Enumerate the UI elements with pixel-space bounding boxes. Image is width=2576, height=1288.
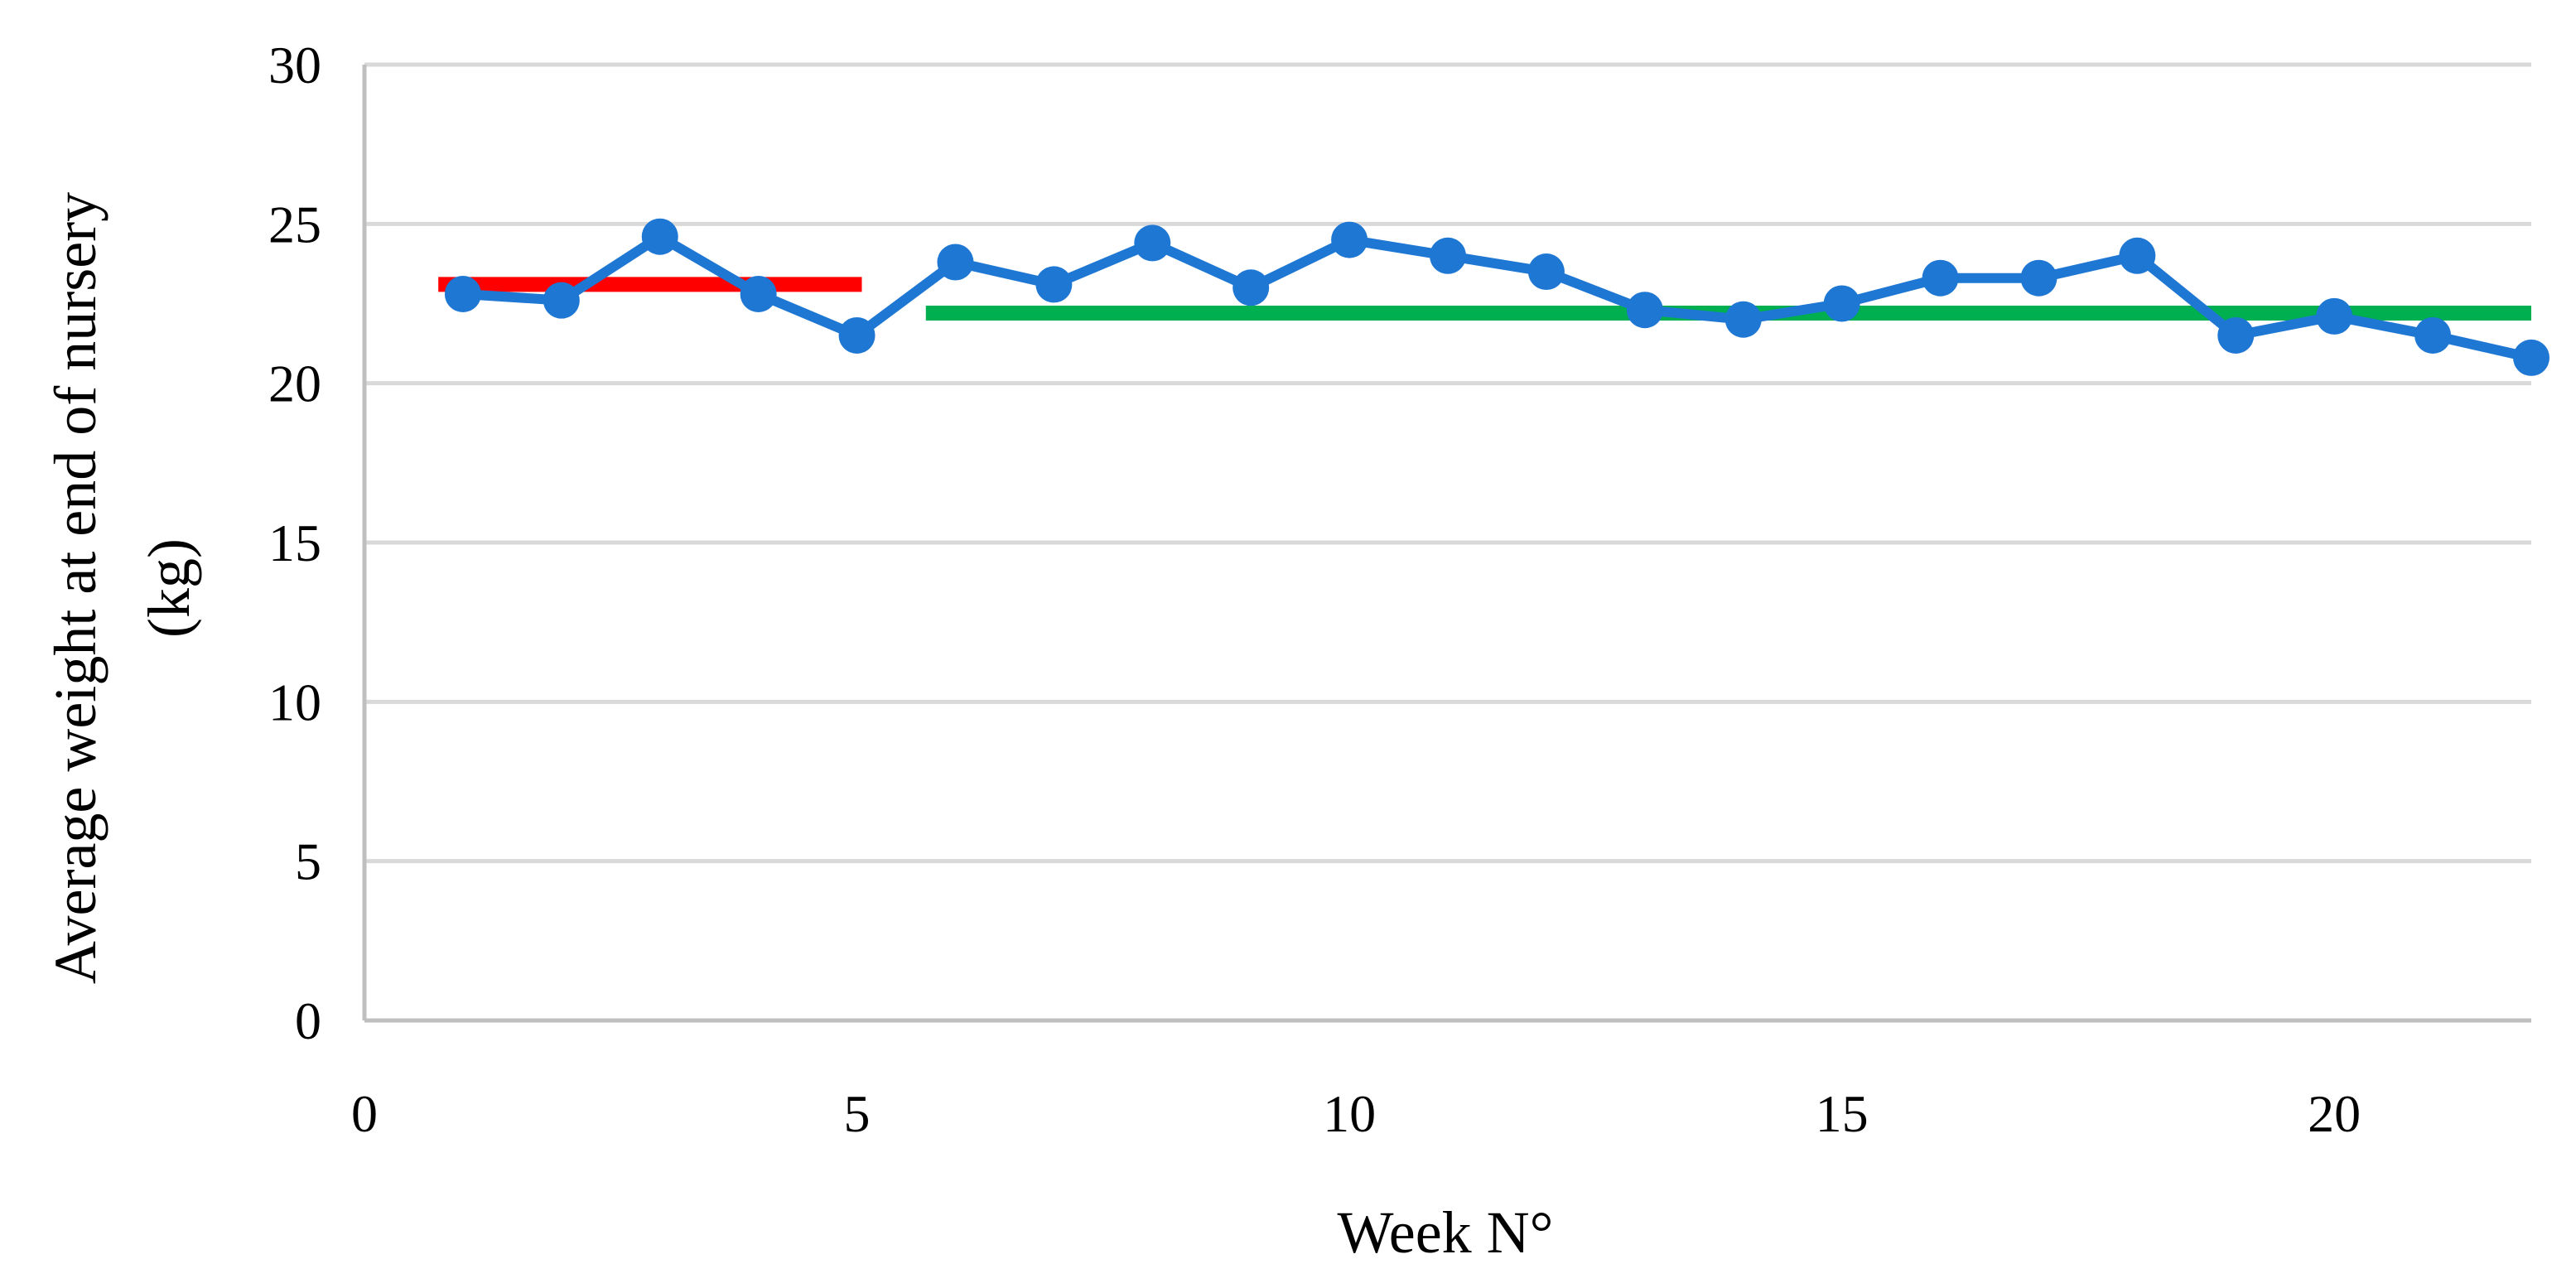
y-tick-labels: 0 5 10 15 20 25 30 bbox=[268, 36, 321, 1050]
x-axis-title: Week N° bbox=[1338, 1199, 1554, 1266]
x-tick-label: 5 bbox=[844, 1084, 871, 1143]
series-group bbox=[444, 218, 2549, 376]
data-point bbox=[1626, 292, 1663, 329]
data-point bbox=[543, 282, 580, 319]
x-tick-label: 15 bbox=[1816, 1084, 1869, 1143]
y-tick-label: 5 bbox=[295, 832, 321, 891]
y-axis-title-line-2: (kg) bbox=[136, 538, 202, 638]
data-point bbox=[937, 244, 974, 281]
data-point bbox=[1035, 266, 1073, 303]
data-point bbox=[2217, 316, 2255, 354]
data-point bbox=[444, 275, 481, 312]
y-tick-label: 20 bbox=[268, 355, 321, 413]
x-tick-label: 0 bbox=[351, 1084, 378, 1143]
y-tick-label: 0 bbox=[295, 991, 321, 1050]
y-tick-label: 15 bbox=[268, 514, 321, 572]
x-tick-labels: 0 5 10 15 20 bbox=[351, 1084, 2361, 1143]
data-point bbox=[1922, 259, 1959, 297]
data-point bbox=[1331, 221, 1368, 258]
data-point bbox=[1430, 237, 1466, 274]
y-axis-title: Average weight at end of nursery (kg) bbox=[42, 192, 202, 984]
data-point bbox=[1823, 285, 1860, 322]
y-axis-title-line-1: Average weight at end of nursery bbox=[42, 192, 109, 984]
data-point bbox=[641, 218, 678, 255]
data-point bbox=[2414, 316, 2452, 354]
data-point bbox=[740, 275, 777, 312]
data-point bbox=[2513, 339, 2549, 376]
series-line bbox=[457, 231, 2536, 363]
y-tick-label: 25 bbox=[268, 195, 321, 253]
data-point bbox=[2119, 237, 2156, 274]
data-point bbox=[1527, 253, 1565, 291]
data-point bbox=[2020, 259, 2057, 297]
x-tick-label: 10 bbox=[1323, 1084, 1376, 1143]
y-tick-label: 30 bbox=[268, 36, 321, 94]
gridlines bbox=[364, 62, 2531, 864]
data-point bbox=[1725, 301, 1762, 338]
axes bbox=[362, 65, 2531, 1023]
x-tick-label: 20 bbox=[2308, 1084, 2361, 1143]
data-point bbox=[1233, 269, 1270, 306]
y-tick-label: 10 bbox=[268, 673, 321, 731]
data-point bbox=[838, 316, 876, 354]
data-point bbox=[1134, 224, 1171, 262]
data-point bbox=[2316, 297, 2353, 335]
